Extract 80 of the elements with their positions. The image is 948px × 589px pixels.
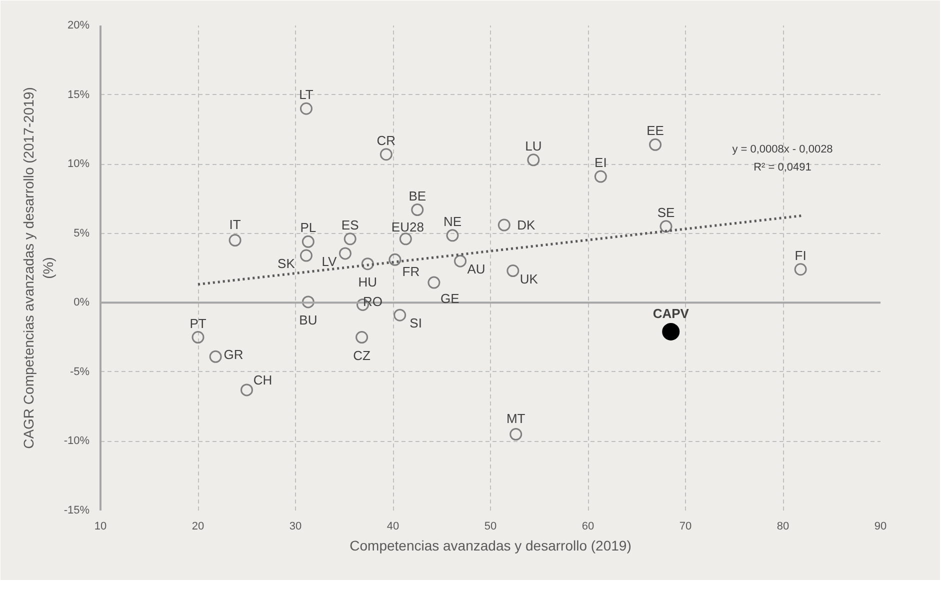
- annotation: CR: [376, 132, 396, 148]
- x-tick-label: 90: [874, 520, 887, 532]
- x-tick-label: 80: [776, 520, 790, 532]
- point: [527, 154, 540, 166]
- point: [338, 247, 352, 260]
- x-tick-label: 30: [289, 520, 302, 532]
- x-tick-label: 40: [386, 520, 400, 532]
- x-tick-label: 10: [94, 520, 107, 532]
- point: [498, 218, 510, 232]
- point: [228, 234, 242, 247]
- y-tick-label: 10%: [67, 158, 90, 170]
- annotation: EI: [594, 155, 607, 170]
- annotation: AU: [467, 262, 486, 277]
- x-tick-label: 20: [192, 520, 204, 532]
- point: [344, 232, 356, 246]
- point: [399, 232, 412, 246]
- point: [428, 276, 440, 289]
- point: [300, 102, 312, 115]
- annotation: BU: [299, 312, 318, 328]
- annotation: ES: [341, 217, 360, 232]
- point: [302, 296, 314, 308]
- point: [394, 308, 406, 322]
- annotation: GR: [224, 347, 244, 362]
- annotation: PT: [190, 316, 206, 331]
- point: [594, 170, 607, 183]
- point: [302, 235, 314, 248]
- annotation: y = 0,0008x - 0,0028: [732, 144, 833, 156]
- x-tick-label: 50: [484, 520, 497, 532]
- point: [240, 384, 253, 396]
- point: [209, 350, 222, 363]
- annotation: CH: [253, 372, 272, 388]
- annotation: LT: [299, 87, 314, 102]
- point: [388, 253, 402, 266]
- y-tick-label: -10%: [64, 435, 90, 448]
- point: [454, 254, 467, 268]
- point: [361, 258, 374, 270]
- annotation: SE: [657, 204, 675, 220]
- point: [192, 331, 204, 344]
- annotation: MT: [506, 410, 526, 426]
- annotation: R² = 0,0491: [754, 162, 812, 174]
- point: [660, 220, 672, 233]
- annotation: LV: [322, 254, 338, 269]
- annotation: CAPV: [652, 306, 690, 322]
- annotation: CZ: [353, 348, 371, 363]
- annotation: DK: [517, 218, 536, 233]
- annotation: NE: [443, 214, 462, 229]
- annotation: HU: [358, 274, 378, 290]
- annotation: PL: [300, 220, 316, 236]
- y-tick-label: 20%: [67, 20, 90, 32]
- y-axis-title: CAGR Competencias avanzadas y desarrollo (2017-2019) (%): [20, 87, 56, 449]
- point: [446, 229, 459, 242]
- annotation: SI: [410, 316, 422, 331]
- x-axis-title: Competencias avanzadas y desarrollo (2019): [350, 538, 632, 554]
- annotation: IT: [229, 216, 241, 232]
- x-tick-label: 70: [679, 520, 692, 532]
- point: [380, 148, 392, 161]
- point: [411, 204, 424, 216]
- point: [356, 331, 368, 344]
- x-tick-label: 60: [582, 520, 594, 532]
- annotation: BE: [408, 188, 426, 204]
- point: [510, 428, 522, 441]
- annotation: EU28: [391, 219, 424, 234]
- point: [794, 263, 807, 276]
- y-tick-label: -5%: [70, 366, 90, 378]
- annotation: FR: [402, 264, 420, 280]
- annotation: EE: [646, 123, 664, 138]
- y-tick-label: 0%: [74, 296, 90, 309]
- point: [300, 249, 312, 262]
- point: [649, 138, 662, 151]
- y-tick-label: -15%: [64, 504, 90, 516]
- annotation: FI: [794, 248, 806, 263]
- annotation: SK: [278, 256, 296, 272]
- annotation: RO: [363, 294, 383, 310]
- annotation: GE: [440, 291, 460, 306]
- y-tick-label: 5%: [74, 227, 90, 240]
- point: [662, 323, 680, 340]
- annotation: LU: [525, 138, 542, 154]
- point: [506, 264, 520, 278]
- annotation: UK: [520, 271, 538, 286]
- y-tick-label: 15%: [67, 88, 90, 101]
